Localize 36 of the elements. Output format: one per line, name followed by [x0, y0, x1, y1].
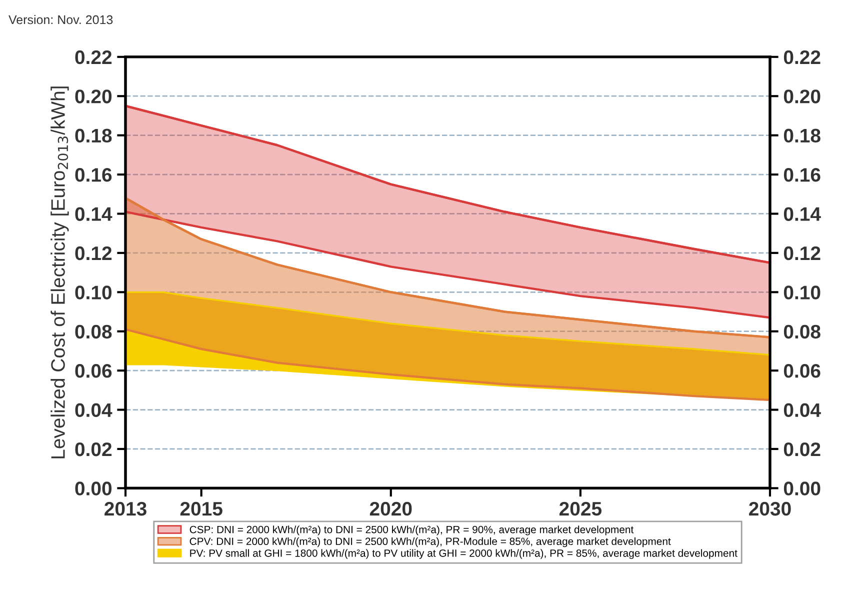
y-tick-label: 0.04	[75, 403, 112, 418]
y-tick-label: 0.10	[75, 286, 112, 300]
y-tick-label: 0.02	[75, 442, 112, 456]
x-tick-label: 2020	[370, 502, 412, 516]
y-tick-label: 0.12	[75, 246, 112, 260]
y-axis-title: Levelized Cost of Electricity [Euro$_{2013}$/kWh]	[50, 86, 69, 458]
y2-tick-label: 0.18	[784, 128, 820, 143]
x-tick-label: 2013	[104, 502, 146, 516]
text: Version: Nov. 2013	[8, 14, 113, 24]
x-tick-label: 2025	[559, 502, 602, 516]
y2-tick-label: 0.02	[784, 442, 820, 456]
y-tick-label: 0.06	[75, 364, 112, 378]
y2-tick-label: 0.08	[784, 324, 820, 339]
x-tick-label: 2030	[749, 502, 791, 516]
y2-tick-label: 0.12	[784, 246, 820, 260]
y2-tick-label: 0.22	[784, 50, 820, 64]
y-tick-label: 0.14	[75, 207, 112, 221]
legend-label: CSP: DNI = 2000 kWh/(m²a) to DNI = 2500 kWh/(m²a), PR = 90%, average market development	[190, 526, 634, 536]
x-tick-label: 2015	[180, 502, 222, 516]
y-tick-label: 0.08	[75, 324, 112, 339]
y-tick-label: 0.00	[75, 482, 112, 496]
line-series	[126, 196, 770, 338]
legend-label: CPV: DNI = 2000 kWh/(m²a) to DNI = 2500 kWh/(m²a), PR-Module = 85%, average market development	[190, 537, 671, 548]
y2-tick-label: 0.14	[784, 207, 821, 221]
line-series	[126, 104, 770, 264]
y-tick-label: 0.16	[75, 168, 112, 182]
y2-tick-label: 0.00	[784, 482, 820, 496]
y-tick-label: 0.22	[75, 50, 112, 64]
legend-label: PV: PV small at GHI = 1800 kWh/(m²a) to PV utility at GHI = 2000 kWh/(m²a), PR = 85%, average market development	[190, 549, 738, 559]
y2-tick-label: 0.10	[784, 286, 820, 300]
y2-tick-label: 0.04	[784, 403, 821, 418]
y-tick-label: 0.20	[75, 90, 112, 104]
y2-tick-label: 0.06	[784, 364, 820, 378]
y2-tick-label: 0.16	[784, 168, 820, 182]
y2-tick-label: 0.20	[784, 90, 820, 104]
y-tick-label: 0.18	[75, 128, 112, 143]
